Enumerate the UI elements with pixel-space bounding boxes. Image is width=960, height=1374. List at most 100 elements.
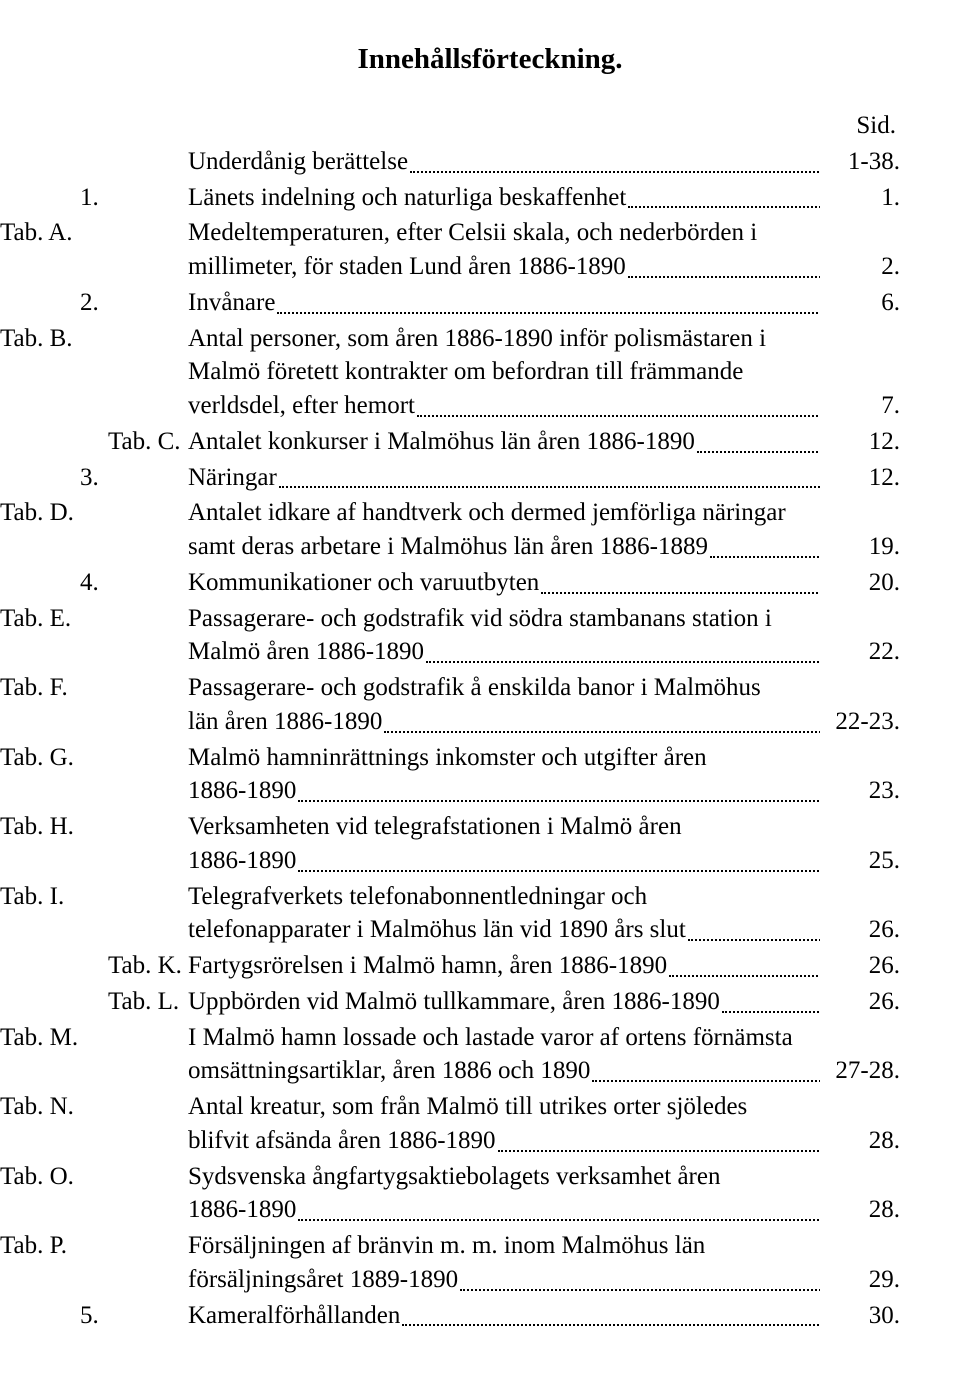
entry-page: 28.	[820, 1124, 900, 1158]
toc-entry: 2. Invånare 6.	[80, 286, 900, 320]
entry-body: 1886-1890	[80, 774, 820, 808]
entry-text: Uppbörden vid Malmö tullkammare, åren 18…	[188, 988, 720, 1015]
entry-tab-label: Tab. M.	[108, 1021, 188, 1055]
entry-body: 1886-1890	[80, 1193, 820, 1227]
entry-text: Försäljningen af bränvin m. m. inom Malm…	[188, 1232, 705, 1259]
entry-text-cont: millimeter, för staden Lund åren 1886-18…	[188, 253, 626, 280]
toc-entry: Malmö företett kontrakter om befordran t…	[80, 355, 900, 423]
toc-entry-line: Tab. G.Malmö hamninrättnings inkomster o…	[80, 741, 900, 775]
entry-text-cont: 1886-1890	[188, 1196, 296, 1223]
toc-entry: 1886-1890 23.	[80, 774, 900, 808]
entry-page: 26.	[820, 985, 900, 1019]
entry-body: telefonapparater i Malmöhus län vid 1890…	[80, 913, 820, 947]
entry-text: Invånare	[188, 289, 275, 316]
entry-page: 19.	[820, 530, 900, 564]
entry-page: 30.	[820, 1299, 900, 1333]
entry-body: omsättningsartiklar, åren 1886 och 1890	[80, 1054, 820, 1088]
entry-page: 26.	[820, 949, 900, 983]
entry-text: Medeltemperaturen, efter Celsii skala, o…	[188, 219, 757, 246]
entry-body: blifvit afsända åren 1886-1890	[80, 1124, 820, 1158]
toc-entry: 1886-189028.	[80, 1193, 900, 1227]
entry-text: Antal personer, som åren 1886-1890 inför…	[188, 325, 766, 352]
entry-body: Tab. L.Uppbörden vid Malmö tullkammare, …	[80, 985, 820, 1019]
toc-entry: samt deras arbetare i Malmöhus län åren …	[80, 530, 900, 564]
entry-text-cont: Malmö åren 1886-1890	[188, 638, 424, 665]
entry-text-cont: 1886-1890	[188, 777, 296, 804]
entry-tab-label: Tab. E.	[108, 602, 188, 636]
table-of-contents: Underdånig berättelse1-38.1.Länets indel…	[80, 145, 900, 1333]
entry-number: 4.	[80, 566, 108, 600]
toc-entry-line: Tab. E.Passagerare- och godstrafik vid s…	[80, 602, 900, 636]
entry-text: Länets indelning och naturliga beskaffen…	[188, 184, 626, 211]
entry-number: 5.	[80, 1299, 108, 1333]
toc-entry-line: Tab. I.Telegrafverkets telefonabonnentle…	[80, 880, 900, 914]
entry-tab-label: Tab. B.	[108, 322, 188, 356]
toc-entry: försäljningsåret 1889-189029.	[80, 1263, 900, 1297]
entry-text-cont: 1886-1890	[188, 847, 296, 874]
entry-text: Antalet konkurser i Malmöhus län åren 18…	[188, 428, 695, 455]
entry-text: Verksamheten vid telegrafstationen i Mal…	[188, 813, 682, 840]
entry-tab-label: Tab. I.	[108, 880, 188, 914]
entry-tab-label: Tab. K.	[108, 949, 188, 983]
entry-body: millimeter, för staden Lund åren 1886-18…	[80, 250, 820, 284]
entry-number: 2.	[80, 286, 108, 320]
toc-entry: 5. Kameralförhållanden 30.	[80, 1299, 900, 1333]
toc-entry: 4.Kommunikationer och varuutbyten20.	[80, 566, 900, 600]
entry-body: Underdånig berättelse	[80, 145, 820, 179]
toc-entry: Malmö åren 1886-1890 22.	[80, 635, 900, 669]
entry-body: försäljningsåret 1889-1890	[80, 1263, 820, 1297]
toc-entry: omsättningsartiklar, åren 1886 och 18902…	[80, 1054, 900, 1088]
entry-text: Kommunikationer och varuutbyten	[188, 569, 539, 596]
entry-text-cont: samt deras arbetare i Malmöhus län åren …	[188, 533, 708, 560]
entry-page: 29.	[820, 1263, 900, 1297]
entry-body: Tab. C.Antalet konkurser i Malmöhus län …	[80, 425, 820, 459]
entry-text: Passagerare- och godstrafik å enskilda b…	[188, 674, 761, 701]
toc-entry: 1.Länets indelning och naturliga beskaff…	[80, 181, 900, 215]
entry-text-cont: län åren 1886-1890	[188, 708, 382, 735]
entry-tab-label: Tab. N.	[108, 1090, 188, 1124]
entry-body: 1886-1890	[80, 844, 820, 878]
entry-page: 23.	[820, 774, 900, 808]
document-page: Innehållsförteckning. Sid. Underdånig be…	[0, 0, 960, 1374]
toc-entry-line: Tab. H.Verksamheten vid telegrafstatione…	[80, 810, 900, 844]
toc-entry: 3. Näringar 12.	[80, 461, 900, 495]
toc-entry-line: Tab. D.Antalet idkare af handtverk och d…	[80, 496, 900, 530]
entry-page: 26.	[820, 913, 900, 947]
entry-number: 3.	[80, 461, 108, 495]
entry-text: Kameralförhållanden	[188, 1302, 400, 1329]
entry-tab-label: Tab. G.	[108, 741, 188, 775]
toc-entry: millimeter, för staden Lund åren 1886-18…	[80, 250, 900, 284]
toc-entry: blifvit afsända åren 1886-189028.	[80, 1124, 900, 1158]
entry-tab-label: Tab. C.	[108, 425, 188, 459]
entry-text: Sydsvenska ångfartygsaktiebolagets verks…	[188, 1163, 720, 1190]
entry-text: Underdånig berättelse	[188, 148, 408, 175]
toc-entry: Tab. K.Fartygsrörelsen i Malmö hamn, åre…	[80, 949, 900, 983]
entry-text: Näringar	[188, 464, 277, 491]
toc-entry-line: Tab. P.Försäljningen af bränvin m. m. in…	[80, 1229, 900, 1263]
entry-text-cont: Malmö företett kontrakter om befordran t…	[188, 358, 743, 419]
entry-page: 2.	[820, 250, 900, 284]
entry-tab-label: Tab. H.	[108, 810, 188, 844]
page-column-header: Sid.	[80, 109, 900, 143]
entry-text: Malmö hamninrättnings inkomster och utgi…	[188, 744, 707, 771]
entry-page: 12.	[820, 461, 900, 495]
entry-body: 5. Kameralförhållanden	[80, 1299, 820, 1333]
entry-text: Passagerare- och godstrafik vid södra st…	[188, 605, 772, 632]
toc-entry-line: Tab. F.Passagerare- och godstrafik å ens…	[80, 671, 900, 705]
entry-text: Fartygsrörelsen i Malmö hamn, åren 1886-…	[188, 952, 667, 979]
entry-body: län åren 1886-1890	[80, 705, 820, 739]
toc-entry-line: Tab. N.Antal kreatur, som från Malmö til…	[80, 1090, 900, 1124]
toc-entry: län åren 1886-1890 22-23.	[80, 705, 900, 739]
entry-body: Tab. K.Fartygsrörelsen i Malmö hamn, åre…	[80, 949, 820, 983]
toc-entry: Tab. C.Antalet konkurser i Malmöhus län …	[80, 425, 900, 459]
entry-page: 22-23.	[820, 705, 900, 739]
entry-page: 22.	[820, 635, 900, 669]
toc-entry-line: Tab. B.Antal personer, som åren 1886-189…	[80, 322, 900, 356]
toc-entry: Tab. L.Uppbörden vid Malmö tullkammare, …	[80, 985, 900, 1019]
entry-body: 3. Näringar	[80, 461, 820, 495]
entry-body: 4. Kommunikationer och varuutbyten	[80, 566, 820, 600]
entry-tab-label: Tab. O.	[108, 1160, 188, 1194]
entry-body: 1.Länets indelning och naturliga beskaff…	[80, 181, 820, 215]
entry-tab-label: Tab. D.	[108, 496, 188, 530]
entry-page: 6.	[820, 286, 900, 320]
